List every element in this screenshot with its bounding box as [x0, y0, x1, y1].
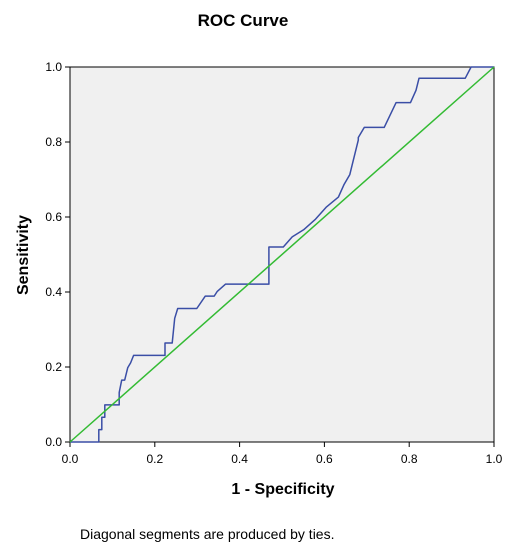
roc-curve-line [70, 66, 494, 443]
x-axis-label: 1 - Specificity [231, 481, 334, 498]
y-tick-label: 1.0 [45, 60, 62, 74]
x-tick-label: 0.4 [231, 452, 248, 466]
chart-footnote: Diagonal segments are produced by ties. [80, 526, 334, 542]
x-tick-label: 1.0 [486, 452, 503, 466]
x-tick-label: 0.2 [146, 452, 163, 466]
axis-ticks: 0.0 0.2 0.4 0.6 0.8 1.0 0.0 0.2 0.4 0.6 0.8 1.0 [45, 60, 502, 466]
y-tick-label: 0.8 [45, 135, 62, 149]
y-tick-label: 0.2 [45, 360, 62, 374]
y-tick-label: 0.6 [45, 210, 62, 224]
x-tick-label: 0.0 [62, 452, 79, 466]
roc-series-layer [69, 66, 495, 443]
x-tick-label: 0.8 [401, 452, 418, 466]
y-tick-label: 0.0 [45, 435, 62, 449]
x-tick-label: 0.6 [316, 452, 333, 466]
y-tick-label: 0.4 [45, 285, 62, 299]
y-axis-label: Sensitivity [15, 215, 32, 295]
chart-title: ROC Curve [198, 11, 289, 30]
reference-diagonal-line [69, 66, 495, 443]
